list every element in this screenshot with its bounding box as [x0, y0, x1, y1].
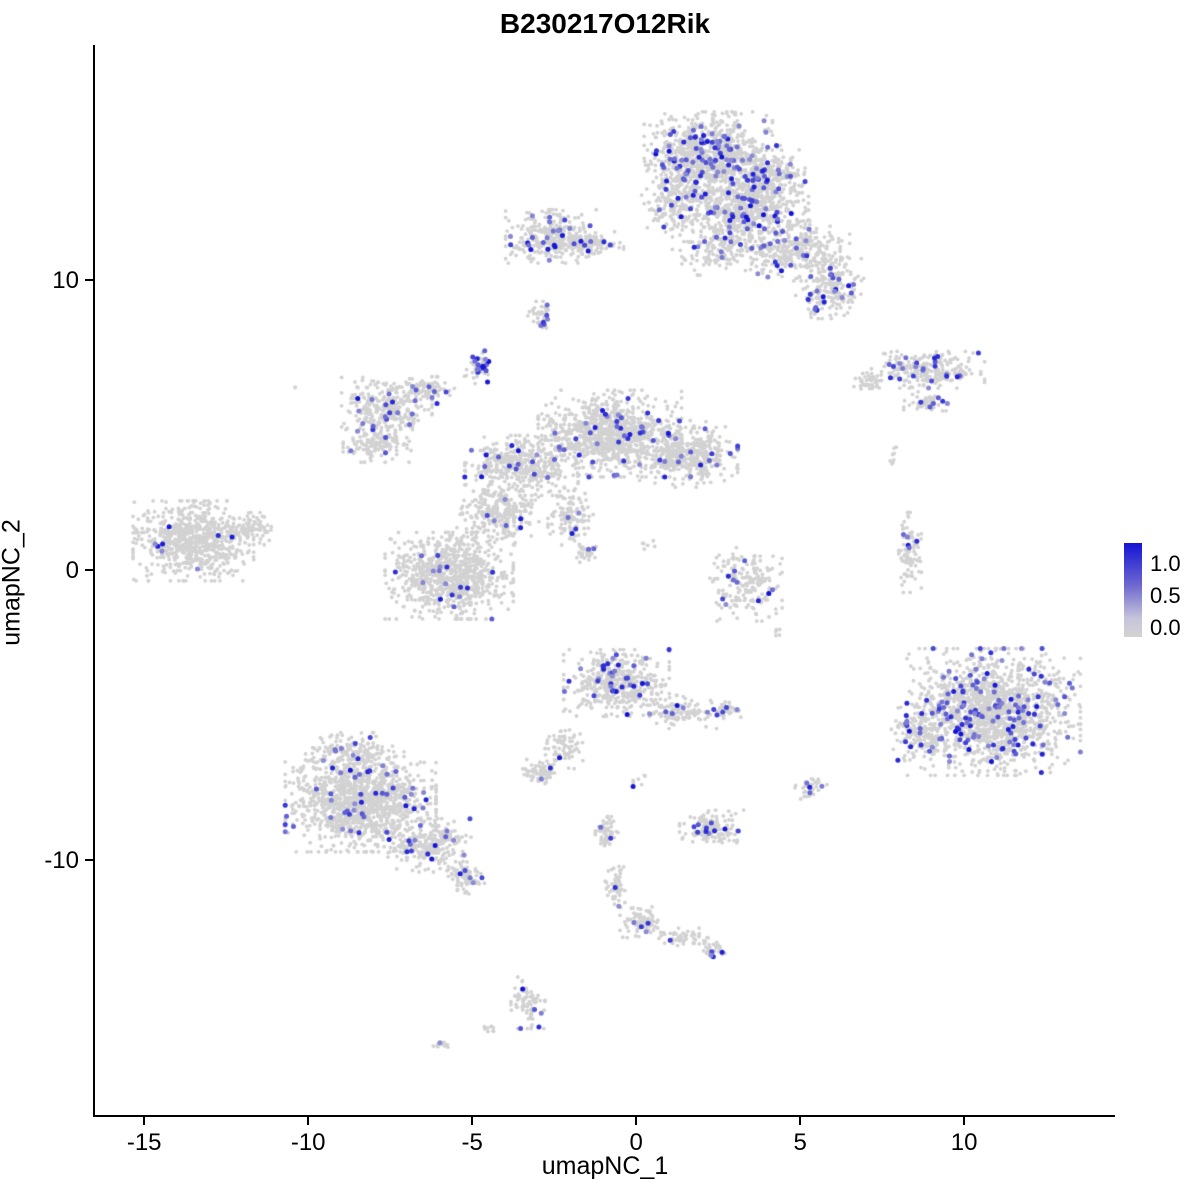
plot-title: B230217O12Rik [499, 8, 711, 39]
expression-legend: 1.0 0.5 0.0 [1124, 543, 1194, 643]
legend-tick-label: 0.0 [1150, 614, 1181, 640]
x-tick-mark [143, 1117, 146, 1125]
x-tick-mark [963, 1117, 966, 1125]
x-axis-label: umapNC_1 [541, 1152, 669, 1180]
x-tick-mark [307, 1117, 310, 1125]
legend-tick-label: 1.0 [1150, 550, 1181, 576]
x-tick-label: -5 [461, 1129, 483, 1156]
x-tick-label: -10 [290, 1129, 326, 1156]
x-tick-label: 5 [793, 1129, 807, 1156]
y-tick-mark [85, 568, 93, 571]
x-axis-line [93, 1115, 1115, 1117]
x-tick-label: 0 [629, 1129, 643, 1156]
y-tick-mark [85, 858, 93, 861]
x-tick-label: 10 [950, 1129, 978, 1156]
y-tick-label: -10 [44, 846, 79, 874]
y-tick-label: 0 [65, 556, 79, 584]
y-tick-label: 10 [52, 266, 79, 294]
legend-gradient-bar [1124, 543, 1142, 637]
legend-tick-label: 0.5 [1150, 582, 1181, 608]
x-tick-label: -15 [126, 1129, 162, 1156]
y-axis-line [93, 45, 95, 1117]
x-tick-mark [635, 1117, 638, 1125]
x-tick-mark [799, 1117, 802, 1125]
y-tick-mark [85, 278, 93, 281]
x-tick-mark [471, 1117, 474, 1125]
